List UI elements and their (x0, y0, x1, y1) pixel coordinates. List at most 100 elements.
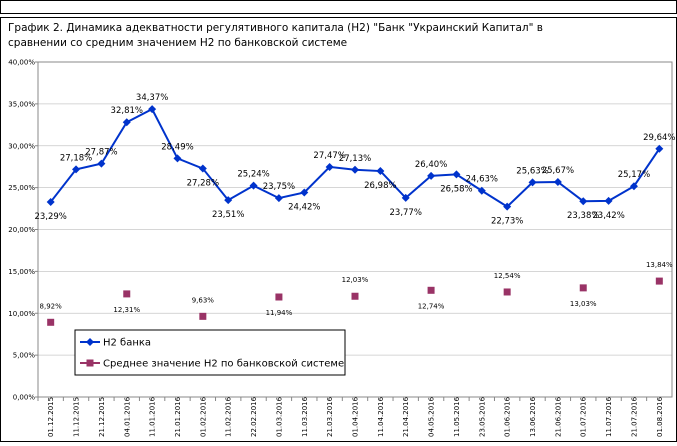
x-tick-label: 04.01.2016 (123, 396, 131, 437)
point (224, 196, 233, 205)
point (199, 312, 207, 320)
x-tick-label: 11.01.2016 (149, 396, 157, 437)
data-label: 27,18% (60, 153, 92, 163)
y-tick-label: 25,00% (8, 184, 35, 192)
point (528, 178, 537, 187)
x-tick-label: 01.04.2016 (352, 396, 360, 437)
data-label: 26,58% (440, 184, 472, 194)
y-tick-label: 15,00% (8, 268, 35, 276)
data-label: 26,98% (364, 181, 396, 191)
x-tick-label: 22.02.2016 (250, 396, 258, 437)
data-label: 29,64% (643, 133, 675, 143)
point (46, 197, 55, 206)
point (427, 286, 435, 294)
legend-marker (86, 359, 94, 367)
x-tick-label: 01.03.2016 (275, 396, 283, 437)
y-tick-label: 40,00% (8, 59, 35, 67)
y-tick-label: 30,00% (8, 142, 35, 150)
data-label: 9,63% (192, 296, 215, 304)
point (604, 196, 613, 205)
data-label: 13,03% (570, 300, 597, 308)
data-label: 11,94% (266, 309, 293, 317)
data-label: 26,40% (415, 160, 447, 170)
point (123, 290, 131, 298)
data-label: 13,84% (646, 261, 673, 269)
data-label: 22,73% (491, 217, 523, 227)
y-tick-label: 10,00% (8, 310, 35, 318)
x-tick-label: 01.02.2016 (199, 396, 207, 437)
x-tick-label: 21.03.2016 (326, 396, 334, 437)
x-tick-label: 21.06.2016 (554, 396, 562, 437)
point (97, 159, 106, 168)
point (173, 154, 182, 163)
data-label: 25,67% (542, 166, 574, 176)
point (401, 193, 410, 202)
point (503, 288, 511, 296)
data-label: 12,54% (494, 272, 521, 280)
chart-title: сравнении со средним значением Н2 по бан… (8, 37, 347, 49)
point (629, 182, 638, 191)
frame-top (0, 0, 677, 14)
x-tick-label: 01.12.2015 (47, 397, 55, 437)
point (274, 194, 283, 203)
data-label: 28,49% (161, 142, 193, 152)
data-label: 23,29% (34, 212, 66, 222)
data-label: 32,81% (111, 106, 143, 116)
point (655, 277, 663, 285)
x-tick-label: 23.05.2016 (478, 396, 486, 437)
point (47, 318, 55, 326)
data-label: 8,92% (40, 302, 63, 310)
data-label: 23,75% (263, 182, 295, 192)
data-label: 25,24% (237, 170, 269, 180)
point (198, 164, 207, 173)
data-label: 27,28% (187, 179, 219, 189)
data-label: 25,63% (516, 166, 548, 176)
legend (74, 329, 346, 376)
y-tick-label: 20,00% (8, 226, 35, 234)
point (579, 197, 588, 206)
point (427, 171, 436, 180)
data-label: 27,47% (313, 151, 345, 161)
point (655, 144, 664, 153)
point (275, 293, 283, 301)
point (376, 167, 385, 176)
y-tick-label: 5,00% (13, 352, 36, 360)
data-label: 24,63% (466, 175, 498, 185)
data-label: 23,51% (212, 210, 244, 220)
legend-label: Н2 банка (103, 338, 151, 349)
x-tick-label: 01.06.2016 (504, 396, 512, 437)
data-label: 12,74% (418, 302, 445, 310)
point (122, 118, 131, 127)
x-tick-label: 21.04.2016 (402, 396, 410, 437)
data-label: 34,37% (136, 93, 168, 103)
data-label: 25,17% (618, 170, 650, 180)
point (72, 165, 81, 174)
data-label: 12,31% (113, 306, 140, 314)
plot-area (37, 61, 673, 398)
point (553, 178, 562, 187)
x-tick-label: 11.07.2016 (605, 396, 613, 437)
x-tick-label: 11.12.2015 (73, 397, 81, 437)
data-label: 24,42% (288, 202, 320, 212)
point (477, 186, 486, 195)
chart-title: График 2. Динамика адекватности регуляти… (8, 22, 543, 34)
data-label: 23,77% (390, 208, 422, 218)
x-tick-label: 11.02.2016 (225, 396, 233, 437)
point (351, 292, 359, 300)
x-tick-label: 01.07.2016 (580, 396, 588, 437)
x-tick-label: 04.05.2016 (428, 396, 436, 437)
x-tick-label: 01.08.2016 (656, 396, 664, 437)
x-tick-label: 11.03.2016 (301, 396, 309, 437)
x-tick-label: 11.04.2016 (377, 396, 385, 437)
data-label: 23,42% (592, 211, 624, 221)
point (351, 165, 359, 174)
point (325, 162, 334, 171)
data-label: 27,87% (85, 148, 117, 158)
data-label: 27,13% (339, 154, 371, 164)
data-label: 23,38% (567, 211, 599, 221)
y-tick-label: 0,00% (13, 394, 36, 402)
x-tick-label: 11.05.2016 (453, 396, 461, 437)
y-tick-label: 35,00% (8, 100, 35, 108)
point (452, 170, 461, 179)
